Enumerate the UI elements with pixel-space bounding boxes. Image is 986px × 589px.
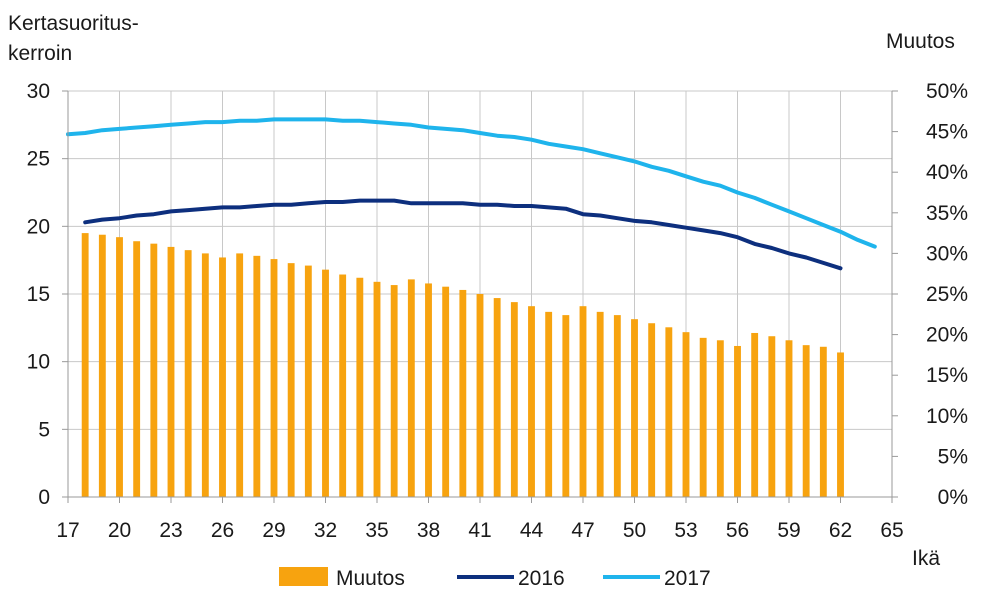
y-left-axis-title-line1: Kertasuoritus- xyxy=(8,12,139,35)
bar xyxy=(716,340,724,497)
x-tick-label: 32 xyxy=(314,519,337,542)
bar xyxy=(699,337,707,497)
y-left-tick-label: 20 xyxy=(27,215,50,238)
x-tick-label: 65 xyxy=(880,519,903,542)
y-right-tick-label: 20% xyxy=(926,324,968,347)
bar xyxy=(631,319,638,497)
bar xyxy=(270,259,278,497)
legend-label-muutos: Muutos xyxy=(336,567,405,589)
bar xyxy=(116,237,123,497)
bar xyxy=(322,269,329,497)
y-left-tick-label: 25 xyxy=(27,148,50,171)
bar xyxy=(819,346,827,497)
bar xyxy=(339,274,347,497)
legend-label-2017: 2017 xyxy=(664,567,711,589)
series-line xyxy=(83,198,843,271)
legend-swatch-muutos xyxy=(279,567,328,586)
bar xyxy=(682,332,690,497)
y-right-tick-label: 40% xyxy=(926,161,968,184)
bar xyxy=(81,233,89,497)
x-tick-label: 47 xyxy=(571,519,594,542)
y-left-tick-label: 10 xyxy=(27,351,50,374)
bar xyxy=(785,340,793,497)
bar xyxy=(425,283,432,497)
bar xyxy=(734,345,741,497)
x-axis-title: Ikä xyxy=(912,547,941,570)
bar xyxy=(751,332,759,497)
y-right-tick-label: 30% xyxy=(926,242,968,265)
bar-series-muutos xyxy=(81,233,844,497)
bar xyxy=(356,277,364,497)
bar xyxy=(768,336,776,497)
y-right-tick-label: 5% xyxy=(938,445,968,468)
y-right-tick-label: 45% xyxy=(926,121,968,144)
y-right-tick-label: 35% xyxy=(926,202,968,225)
bar xyxy=(150,243,158,497)
bar xyxy=(476,294,484,497)
bar xyxy=(219,257,226,497)
x-tick-label: 53 xyxy=(674,519,697,542)
bar xyxy=(562,315,570,497)
bar xyxy=(510,302,518,497)
bar xyxy=(837,352,844,497)
y-right-tick-label: 25% xyxy=(926,283,968,306)
y-right-tick-label: 10% xyxy=(926,405,968,428)
y-right-tick-label: 50% xyxy=(926,80,968,103)
bar xyxy=(184,250,192,497)
x-tick-label: 38 xyxy=(417,519,440,542)
bar xyxy=(133,241,141,497)
y-right-axis-title: Muutos xyxy=(886,30,955,53)
bar xyxy=(253,255,261,497)
bar xyxy=(545,311,553,497)
bar xyxy=(648,323,656,497)
bar xyxy=(596,311,604,497)
x-tick-label: 29 xyxy=(262,519,285,542)
bar xyxy=(304,265,312,497)
x-tick-label: 62 xyxy=(829,519,852,542)
y-left-axis-title-line2: kerroin xyxy=(8,42,73,65)
bar xyxy=(613,315,621,497)
bar xyxy=(528,306,535,497)
bar xyxy=(579,306,587,497)
x-tick-label: 44 xyxy=(520,519,544,542)
bar xyxy=(802,345,810,497)
bar xyxy=(287,263,295,497)
bar xyxy=(236,253,244,497)
bar xyxy=(442,286,450,497)
series-line xyxy=(66,117,877,249)
y-right-tick-label: 0% xyxy=(938,486,968,509)
bar xyxy=(98,234,106,497)
x-tick-label: 17 xyxy=(56,519,79,542)
x-tick-label: 35 xyxy=(365,519,388,542)
x-tick-label: 50 xyxy=(623,519,646,542)
x-tick-label: 56 xyxy=(726,519,749,542)
bar xyxy=(407,279,415,497)
bar xyxy=(167,246,175,497)
legend: Muutos 2016 2017 xyxy=(279,567,711,589)
y-left-tick-label: 30 xyxy=(27,80,50,103)
x-tick-label: 23 xyxy=(159,519,182,542)
x-tick-label: 26 xyxy=(211,519,234,542)
line-series xyxy=(66,117,877,271)
bar xyxy=(390,285,398,497)
y-left-tick-label: 15 xyxy=(27,283,50,306)
x-tick-label: 20 xyxy=(108,519,131,542)
x-tick-label: 41 xyxy=(468,519,491,542)
bar xyxy=(493,298,501,497)
y-right-tick-label: 15% xyxy=(926,364,968,387)
y-left-tick-label: 0 xyxy=(38,486,50,509)
axes: 17 20 23 26 29 32 35 38 41 44 47 50 53 56 59 62 65 0 5 10 15… xyxy=(27,80,968,542)
y-left-tick-label: 5 xyxy=(38,418,50,441)
legend-label-2016: 2016 xyxy=(518,567,565,589)
bar xyxy=(665,327,673,497)
bar xyxy=(459,289,467,497)
bar xyxy=(373,281,381,497)
x-tick-label: 59 xyxy=(777,519,800,542)
bar xyxy=(201,253,209,497)
